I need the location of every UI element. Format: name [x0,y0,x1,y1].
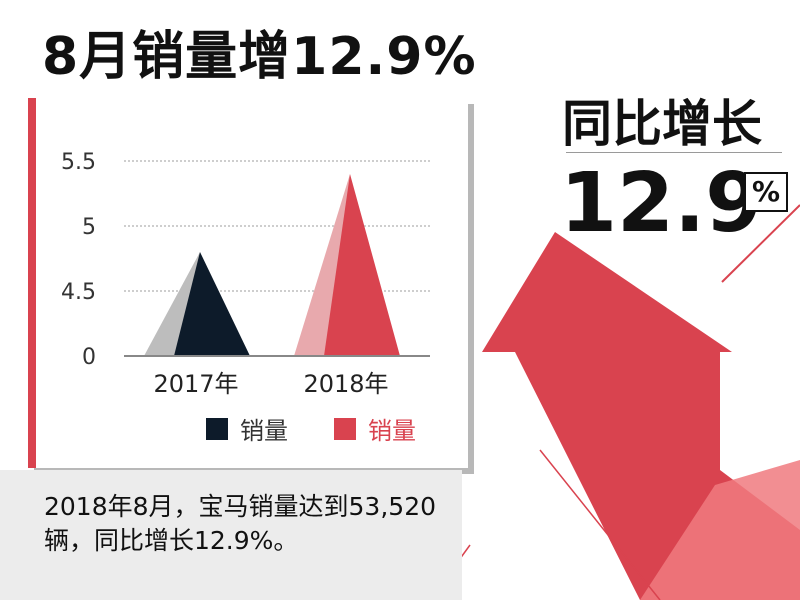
y-tick-label: 4.5 [61,280,96,305]
y-tick-label: 0 [82,345,96,370]
page-title: 8月销量增12.9% [42,27,477,87]
arrow-tail-shape [640,460,800,600]
deco-line [721,204,800,283]
caption-text: 2018年8月，宝马销量达到53,520辆，同比增长12.9%。 [44,492,437,555]
marks-layer [144,174,400,356]
x-tick-label: 2018年 [303,370,388,398]
stat-value: 12.9 [560,156,763,251]
grid-layer [124,160,430,292]
legend-swatch [334,418,356,440]
chart-card [28,98,468,468]
legend-swatch [206,418,228,440]
axis-layer: 0 4.5 5 5.5 2017年 2018年 [61,150,430,398]
legend-layer: 销量 销量 [206,417,416,445]
caption-box [0,470,462,600]
y-tick-label: 5.5 [61,150,96,175]
bar [324,174,400,356]
legend-label: 销量 [368,417,416,445]
legend-label: 销量 [240,417,288,445]
sales-chart: 0 4.5 5 5.5 2017年 2018年 销量 销量 [61,150,430,445]
y-tick-label: 5 [82,215,96,240]
bar [174,252,250,356]
deco-line [539,449,661,600]
stat-divider [566,152,782,153]
stat-unit: % [744,172,788,212]
stat-label: 同比增长 [562,95,762,153]
x-tick-label: 2017年 [153,370,238,398]
